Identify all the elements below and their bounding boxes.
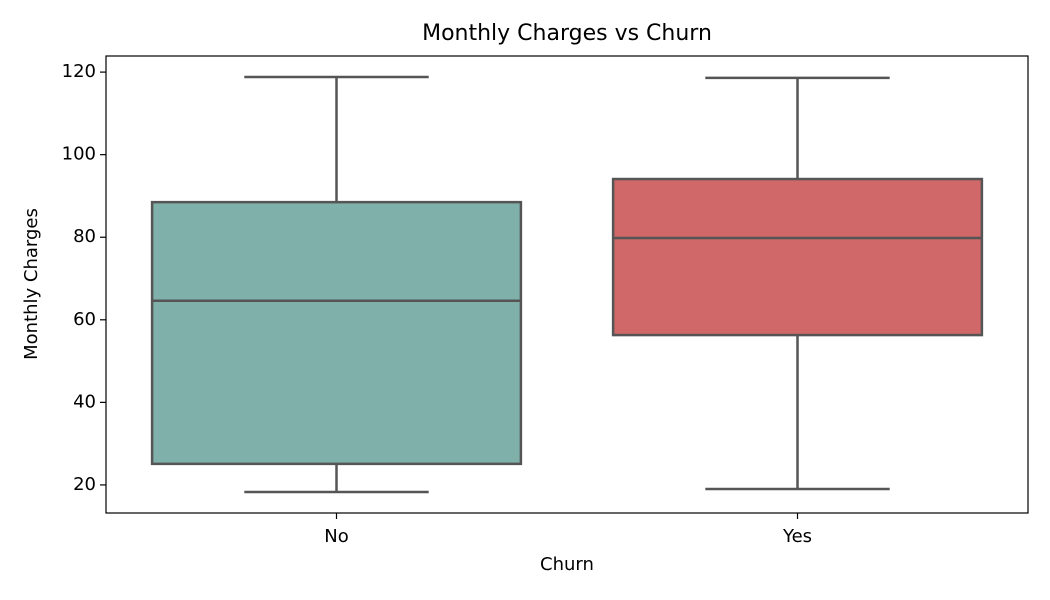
- y-axis-label: Monthly Charges: [21, 208, 42, 360]
- y-tick-label: 40: [73, 391, 96, 412]
- x-tick-label: No: [324, 526, 348, 547]
- chart-title: Monthly Charges vs Churn: [422, 21, 712, 46]
- y-tick-label: 20: [73, 474, 96, 495]
- x-axis-label: Churn: [540, 554, 594, 575]
- x-tick-label: Yes: [782, 526, 812, 547]
- box: [611, 177, 984, 337]
- y-tick-label: 120: [62, 61, 96, 82]
- box: [150, 200, 523, 466]
- y-tick-label: 100: [62, 144, 96, 165]
- y-tick-label: 80: [73, 226, 96, 247]
- plot-frame: [105, 55, 1029, 514]
- y-tick-label: 60: [73, 309, 96, 330]
